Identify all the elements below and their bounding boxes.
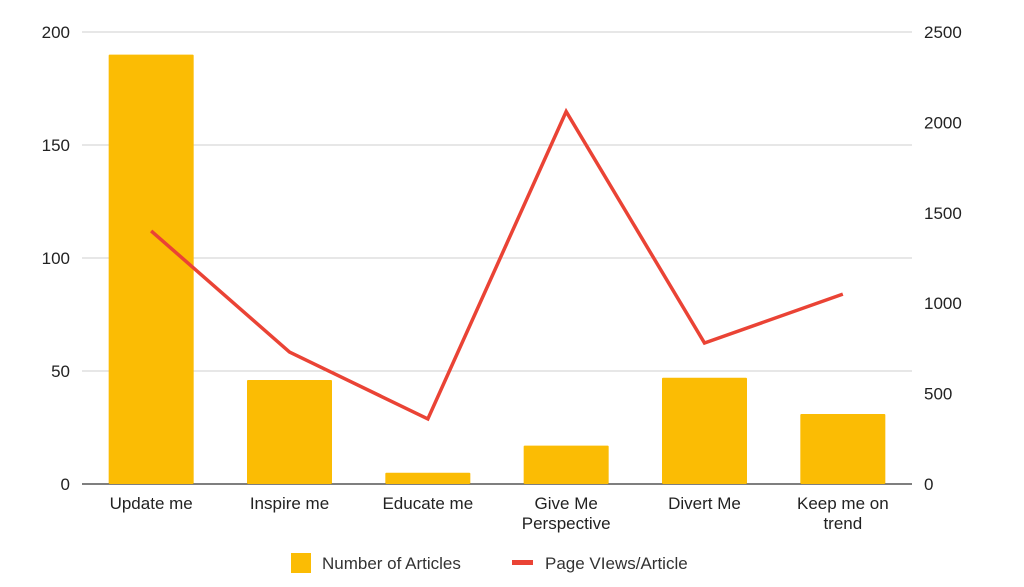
right-y-axis: 0 500 1000 1500 2000 2500 [924,23,962,494]
x-category-label-line: Give Me [535,494,598,513]
x-category-label: Educate me [382,494,473,513]
bar-series [108,54,886,484]
x-category-label-line: Keep me on [797,494,889,513]
right-y-tick-label: 2500 [924,23,962,42]
line-path [150,107,844,422]
x-category-label-line: Inspire me [250,494,329,513]
x-category-label-line: Perspective [522,514,611,533]
x-category-label: Update me [110,494,193,513]
left-y-tick-label: 150 [42,136,70,155]
left-y-tick-label: 0 [61,475,70,494]
x-category-label-line: Educate me [382,494,473,513]
bar [800,413,886,484]
left-y-tick-label: 100 [42,249,70,268]
bar [108,54,194,484]
legend-label-number-of-articles: Number of Articles [322,554,461,573]
x-category-label: Give Me Perspective [522,494,611,533]
legend-swatch-bar [291,553,311,573]
left-y-tick-label: 50 [51,362,70,381]
line-series [150,107,844,422]
x-category-label: Inspire me [250,494,329,513]
x-axis-labels: Update me Inspire me Educate me Give Me Pers… [110,494,889,533]
x-category-label-line: Update me [110,494,193,513]
right-y-tick-label: 0 [924,475,933,494]
legend-label-page-views-per-article: Page VIews/Article [545,554,688,573]
right-y-tick-label: 2000 [924,113,962,132]
bar [662,377,747,484]
bar [523,445,609,484]
left-y-tick-label: 200 [42,23,70,42]
legend-swatch-line [512,560,533,565]
bar [247,380,332,484]
legend: Number of Articles Page VIews/Article [291,553,688,573]
right-y-tick-label: 1000 [924,294,962,313]
bar [385,472,471,484]
x-category-label-line: Divert Me [668,494,741,513]
right-y-tick-label: 1500 [924,204,962,223]
x-category-label: Keep me on trend [797,494,889,533]
x-category-label: Divert Me [668,494,741,513]
gridlines [82,31,912,485]
left-y-axis: 0 50 100 150 200 [42,23,70,494]
x-category-label-line: trend [823,514,862,533]
right-y-tick-label: 500 [924,385,952,404]
